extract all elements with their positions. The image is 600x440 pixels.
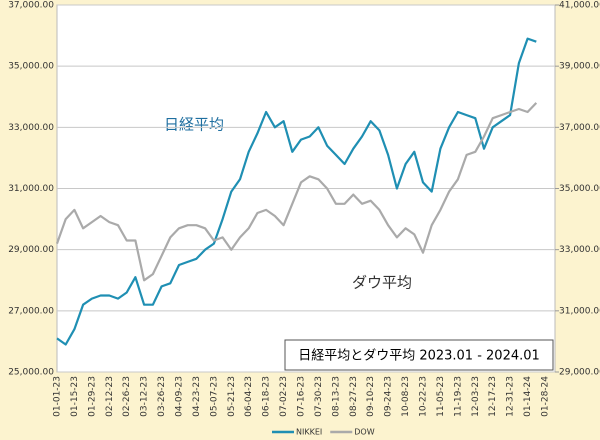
x-tick-label: 05-07-23 <box>209 376 219 417</box>
chart-title: 日経平均とダウ平均 2023.01 - 2024.01 <box>298 349 540 364</box>
x-tick-label: 06-04-23 <box>244 376 254 417</box>
x-tick-label: 02-12-23 <box>105 376 115 417</box>
x-tick-label: 01-15-23 <box>70 376 80 417</box>
x-tick-label: 01-01-23 <box>53 376 63 417</box>
x-tick-label: 01-29-23 <box>87 376 97 417</box>
x-tick-label: 04-23-23 <box>192 376 202 417</box>
x-tick-label: 02-26-23 <box>122 376 132 417</box>
x-tick-label: 07-02-23 <box>279 376 289 417</box>
x-tick-label: 10-22-23 <box>419 376 429 417</box>
y-tick-label: 25,000.00 <box>8 368 54 378</box>
x-tick-label: 01-28-24 <box>541 376 551 417</box>
x-tick-label: 12-17-23 <box>488 376 498 417</box>
x-tick-label: 03-12-23 <box>140 376 150 417</box>
series-line <box>55 102 538 282</box>
x-tick-label: 08-27-23 <box>349 376 359 417</box>
y2-tick-label: 39,000.00 <box>559 62 600 72</box>
x-tick-label: 07-16-23 <box>297 376 307 417</box>
title-box <box>284 339 554 371</box>
x-tick-label: 07-30-23 <box>314 376 324 417</box>
y-tick-label: 27,000.00 <box>8 306 54 316</box>
y2-tick-label: 31,000.00 <box>559 306 600 316</box>
x-tick-label: 01-14-24 <box>523 376 533 417</box>
y2-tick-label: 35,000.00 <box>559 184 600 194</box>
legend-label: NIKKEI <box>296 428 322 437</box>
y-tick-label: 35,000.00 <box>8 62 54 72</box>
x-tick-label: 12-03-23 <box>471 376 481 417</box>
y2-tick-label: 29,000.00 <box>559 368 600 378</box>
y2-tick-label: 37,000.00 <box>559 123 600 133</box>
y-tick-label: 37,000.00 <box>8 1 54 11</box>
y-tick-label: 33,000.00 <box>8 123 54 133</box>
x-tick-label: 09-24-23 <box>384 376 394 417</box>
x-tick-label: 06-18-23 <box>262 376 272 417</box>
x-tick-label: 09-10-23 <box>366 376 376 417</box>
x-tick-label: 08-13-23 <box>331 376 341 417</box>
x-tick-label: 03-26-23 <box>157 376 167 417</box>
x-tick-label: 04-09-23 <box>175 376 185 417</box>
x-tick-label: 11-19-23 <box>453 376 463 417</box>
x-tick-label: 11-05-23 <box>436 376 446 417</box>
series-line <box>56 37 537 346</box>
y2-tick-label: 41,000.00 <box>559 1 600 11</box>
nikkei-annotation: 日経平均 <box>164 116 224 134</box>
x-tick-label: 10-08-23 <box>401 376 411 417</box>
y2-tick-label: 33,000.00 <box>559 245 600 255</box>
x-tick-label: 12-31-23 <box>506 376 516 417</box>
x-tick-label: 05-21-23 <box>227 376 237 417</box>
y-tick-label: 29,000.00 <box>8 245 54 255</box>
y-tick-label: 31,000.00 <box>8 184 54 194</box>
legend-label: DOW <box>354 428 374 437</box>
dow-annotation: ダウ平均 <box>352 274 412 292</box>
